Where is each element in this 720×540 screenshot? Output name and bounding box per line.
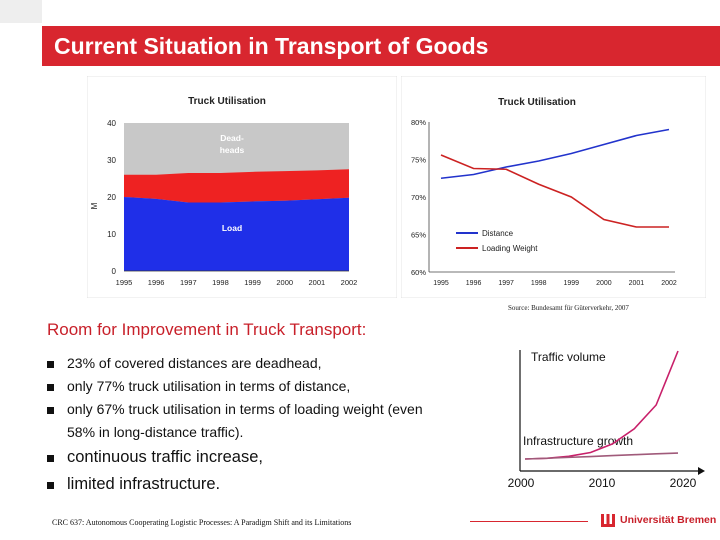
bullet-square-icon [47, 455, 54, 462]
y-tick-label: 30 [107, 156, 116, 165]
area-chart-ylabel: M [90, 202, 99, 209]
y-tick-label: 20 [107, 193, 116, 202]
x-tick-label: 1995 [433, 280, 449, 287]
source-note: Source: Bundesamt für Güterverkehr, 2007 [508, 304, 629, 312]
university-logo-icon [601, 514, 615, 527]
traffic-chart-svg: Traffic volume Infrastructure growth 200… [508, 350, 705, 490]
x-tick-label: 1997 [180, 278, 197, 287]
bullet-text: 23% of covered distances are deadhead, [67, 355, 322, 371]
university-logo-text: Universität Bremen [620, 514, 717, 526]
truck-utilisation-area-chart: Truck Utilisation M 0 10 20 30 40 1995 1996 199… [86, 75, 398, 299]
bullet-text: only 67% truck utilisation in terms of l… [67, 401, 423, 417]
list-item: only 67% truck utilisation in terms of l… [47, 398, 497, 444]
x-tick-label: 1998 [212, 278, 229, 287]
deadheads-label: heads [220, 145, 245, 155]
y-tick-label: 10 [107, 230, 116, 239]
x-tick-label: 1999 [244, 278, 261, 287]
x-tick-label: 2002 [341, 278, 358, 287]
area-chart-title: Truck Utilisation [188, 96, 266, 107]
loading-weight-line [440, 154, 669, 228]
bullet-square-icon [47, 361, 54, 368]
x-tick-label: 2010 [589, 476, 616, 490]
y-tick-label: 65% [411, 231, 426, 240]
x-tick-label: 2020 [670, 476, 697, 490]
x-tick-label: 1995 [116, 278, 133, 287]
truck-utilisation-line-chart: Truck Utilisation 60% 65% 70% 75% 80% 1995 199… [400, 75, 707, 299]
distance-line [440, 128, 670, 180]
x-tick-label: 1996 [148, 278, 165, 287]
area-chart-svg: Truck Utilisation M 0 10 20 30 40 1995 1996 199… [86, 75, 398, 299]
traffic-growth-diagram: Traffic volume Infrastructure growth 200… [495, 340, 720, 500]
list-item: limited infrastructure. [47, 471, 497, 498]
title-bar: Current Situation in Transport of Goods [42, 26, 720, 66]
y-tick-label: 40 [107, 119, 116, 128]
bullet-text: only 77% truck utilisation in terms of d… [67, 378, 351, 394]
x-axis-arrow [698, 467, 705, 475]
bullet-text-continued: 58% in long-distance traffic). [67, 424, 244, 440]
x-tick-label: 2001 [309, 278, 326, 287]
y-tick-label: 80% [411, 118, 426, 127]
list-item: continuous traffic increase, [47, 444, 497, 471]
section-heading: Room for Improvement in Truck Transport: [47, 320, 366, 340]
section-heading-text: Room for Improvement in Truck Transport [47, 320, 362, 339]
load-area [124, 197, 349, 271]
y-tick-label: 60% [411, 268, 426, 277]
x-tick-label: 2000 [596, 280, 612, 287]
footer-divider [470, 521, 588, 522]
slide-title: Current Situation in Transport of Goods [54, 33, 489, 59]
infrastructure-growth-line [524, 452, 679, 460]
load-label: Load [222, 223, 242, 233]
x-tick-label: 1997 [498, 280, 514, 287]
x-tick-label: 2000 [508, 476, 535, 490]
bullet-square-icon [47, 407, 54, 414]
x-tick-label: 1999 [563, 280, 579, 287]
bullet-square-icon [47, 482, 54, 489]
traffic-volume-label: Traffic volume [531, 350, 606, 364]
x-tick-label: 1996 [466, 280, 482, 287]
deadheads-area [124, 169, 349, 203]
y-tick-label: 75% [411, 156, 426, 165]
y-tick-label: 0 [112, 267, 117, 276]
legend-label: Distance [482, 229, 514, 238]
x-tick-label: 2000 [276, 278, 293, 287]
x-tick-label: 2001 [629, 280, 645, 287]
x-tick-label: 1998 [531, 280, 547, 287]
bullet-list: 23% of covered distances are deadhead, o… [47, 352, 497, 498]
legend-label: Loading Weight [482, 244, 538, 253]
section-heading-colon: : [361, 320, 367, 339]
x-tick-label: 2002 [661, 280, 677, 287]
line-chart-title: Truck Utilisation [498, 97, 576, 108]
list-item: only 77% truck utilisation in terms of d… [47, 375, 497, 398]
bullet-text: limited infrastructure. [67, 475, 221, 493]
infrastructure-growth-label: Infrastructure growth [523, 434, 633, 448]
line-chart-svg: Truck Utilisation 60% 65% 70% 75% 80% 1995 199… [400, 75, 707, 299]
footer-text: CRC 637: Autonomous Cooperating Logistic… [52, 518, 352, 527]
bullet-square-icon [47, 384, 54, 391]
y-tick-label: 70% [411, 193, 426, 202]
bullet-text: continuous traffic increase, [67, 448, 263, 466]
deadheads-label: Dead- [220, 133, 244, 143]
list-item: 23% of covered distances are deadhead, [47, 352, 497, 375]
corner-block [0, 0, 42, 23]
